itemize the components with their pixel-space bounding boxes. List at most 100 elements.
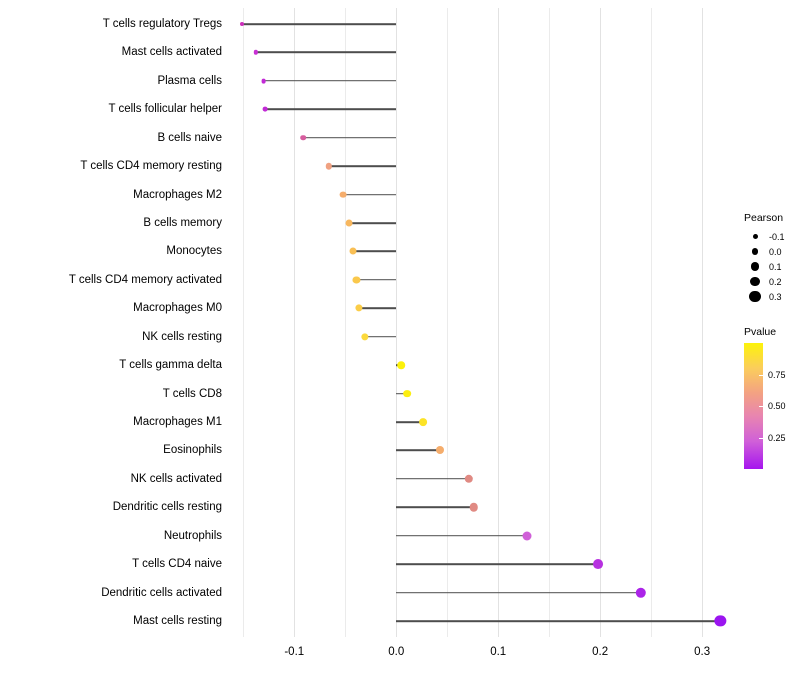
lollipop-dot[interactable]: [464, 474, 473, 484]
lollipop-dot[interactable]: [339, 191, 347, 198]
gridline-major: [600, 8, 602, 637]
lollipop-dot[interactable]: [469, 503, 478, 512]
gridline-major: [498, 8, 500, 637]
y-axis-tick-label: T cells follicular helper: [108, 103, 222, 116]
size-legend-dot: [744, 276, 766, 287]
x-axis-tick-label: 0.2: [592, 646, 609, 658]
gridline-minor: [447, 8, 449, 637]
y-axis-tick-label: T cells CD4 memory resting: [80, 160, 222, 173]
color-legend-title: Pvalue: [744, 326, 777, 338]
colorbar-tick: 0.50: [759, 401, 786, 411]
lollipop-stem: [242, 23, 397, 25]
lollipop-stem: [364, 335, 397, 338]
lollipop-dot[interactable]: [300, 134, 307, 141]
colorbar-tick: 0.25: [759, 433, 786, 443]
size-legend-dot: [744, 248, 766, 255]
lollipop-dot[interactable]: [352, 276, 361, 284]
gridline-minor: [549, 8, 551, 637]
lollipop-stem: [349, 222, 397, 224]
y-axis-tick-label: Eosinophils: [163, 444, 222, 457]
x-axis-tick-label: 0.3: [694, 646, 711, 658]
lollipop-stem: [328, 165, 397, 167]
size-legend-item: -0.1: [744, 229, 800, 244]
y-axis-tick-label: Monocytes: [166, 245, 222, 258]
plot-panel: [228, 8, 748, 637]
lollipop-dot[interactable]: [593, 559, 604, 570]
gridline-minor: [651, 8, 653, 637]
colorbar: 0.75 0.50 0.25: [744, 343, 786, 469]
lollipop-dot[interactable]: [522, 531, 532, 541]
y-axis-tick-label: Macrophages M1: [133, 416, 222, 428]
gridline-minor: [243, 8, 245, 637]
lollipop-dot[interactable]: [397, 361, 406, 369]
lollipop-stem: [396, 591, 641, 594]
lollipop-stem: [358, 307, 397, 310]
lollipop-dot[interactable]: [436, 446, 445, 455]
lollipop-dot[interactable]: [360, 333, 369, 341]
lollipop-dot[interactable]: [714, 615, 727, 627]
gridline-minor: [345, 8, 347, 637]
y-axis-tick-label: Dendritic cells resting: [112, 501, 222, 514]
lollipop-dot[interactable]: [253, 50, 258, 55]
lollipop-stem: [353, 250, 397, 253]
gridline-major: [294, 8, 296, 637]
lollipop-dot[interactable]: [325, 162, 333, 170]
colorbar-tick: 0.75: [759, 370, 786, 380]
size-legend-item: 0.2: [744, 274, 800, 289]
size-legend-title: Pearson: [744, 212, 784, 224]
lollipop-stem: [396, 506, 474, 509]
lollipop-stem: [264, 108, 397, 111]
color-legend: Pvalue 0.75 0.50 0.25: [744, 326, 800, 469]
y-axis-tick-label: B cells memory: [143, 217, 222, 229]
lollipop-dot[interactable]: [354, 304, 363, 312]
y-axis-tick-label: T cells regulatory Tregs: [102, 18, 222, 30]
lollipop-stem: [255, 51, 397, 54]
lollipop-dot[interactable]: [240, 22, 245, 26]
y-axis-tick-label: Macrophages M2: [133, 188, 222, 201]
y-axis-tick-label: NK cells activated: [130, 472, 222, 485]
y-axis-tick-label: Macrophages M0: [133, 302, 222, 315]
gridline-major: [702, 8, 704, 637]
lollipop-dot[interactable]: [349, 247, 357, 255]
y-axis-tick-label: T cells CD4 naive: [132, 558, 222, 571]
y-axis-tick-label: NK cells resting: [142, 330, 222, 343]
lollipop-stem: [396, 449, 441, 452]
size-legend-items: -0.1 0.0 0.1 0.2 0.3: [744, 229, 800, 304]
lollipop-dot[interactable]: [345, 219, 353, 227]
lollipop-dot[interactable]: [418, 418, 427, 426]
y-axis-tick-label: Mast cells activated: [121, 46, 222, 59]
y-axis-tick-label: T cells CD8: [162, 387, 222, 400]
size-legend-dot: [744, 234, 766, 239]
lollipop-stem: [396, 392, 408, 395]
y-axis-tick-label: Dendritic cells activated: [101, 586, 222, 599]
size-legend-label: 0.0: [769, 246, 782, 257]
lollipop-dot[interactable]: [262, 106, 268, 112]
x-axis-tick-label: 0.0: [388, 646, 405, 658]
lollipop-stem: [303, 136, 397, 139]
size-legend-label: 0.2: [769, 276, 782, 287]
y-axis-labels: T cells regulatory Tregs Mast cells activ…: [0, 8, 222, 637]
size-legend: Pearson -0.1 0.0 0.1 0.2 0.3: [744, 212, 800, 304]
y-axis-tick-label: T cells gamma delta: [119, 359, 222, 372]
y-axis-tick-label: Neutrophils: [163, 529, 222, 542]
lollipop-stem: [356, 279, 397, 281]
lollipop-dot[interactable]: [261, 78, 267, 84]
lollipop-stem: [343, 193, 397, 196]
size-legend-dot: [744, 262, 766, 271]
y-axis-tick-label: T cells CD4 memory activated: [68, 273, 222, 286]
lollipop-stem: [396, 534, 527, 537]
lollipop-stem: [396, 421, 423, 423]
legend-area: Pearson -0.1 0.0 0.1 0.2 0.3 Pvalue 0.75 0.50…: [744, 212, 800, 469]
lollipop-dot[interactable]: [635, 587, 647, 598]
lollipop-dot[interactable]: [403, 389, 412, 398]
size-legend-item: 0.0: [744, 244, 800, 259]
size-legend-label: 0.1: [769, 261, 782, 272]
lollipop-stem: [396, 563, 599, 565]
size-legend-item: 0.1: [744, 259, 800, 274]
y-axis-tick-label: Mast cells resting: [133, 615, 222, 627]
size-legend-label: -0.1: [769, 231, 785, 242]
x-axis-tick-label: 0.1: [490, 646, 507, 658]
gridline-major: [396, 8, 398, 637]
lollipop-stem: [396, 478, 469, 480]
